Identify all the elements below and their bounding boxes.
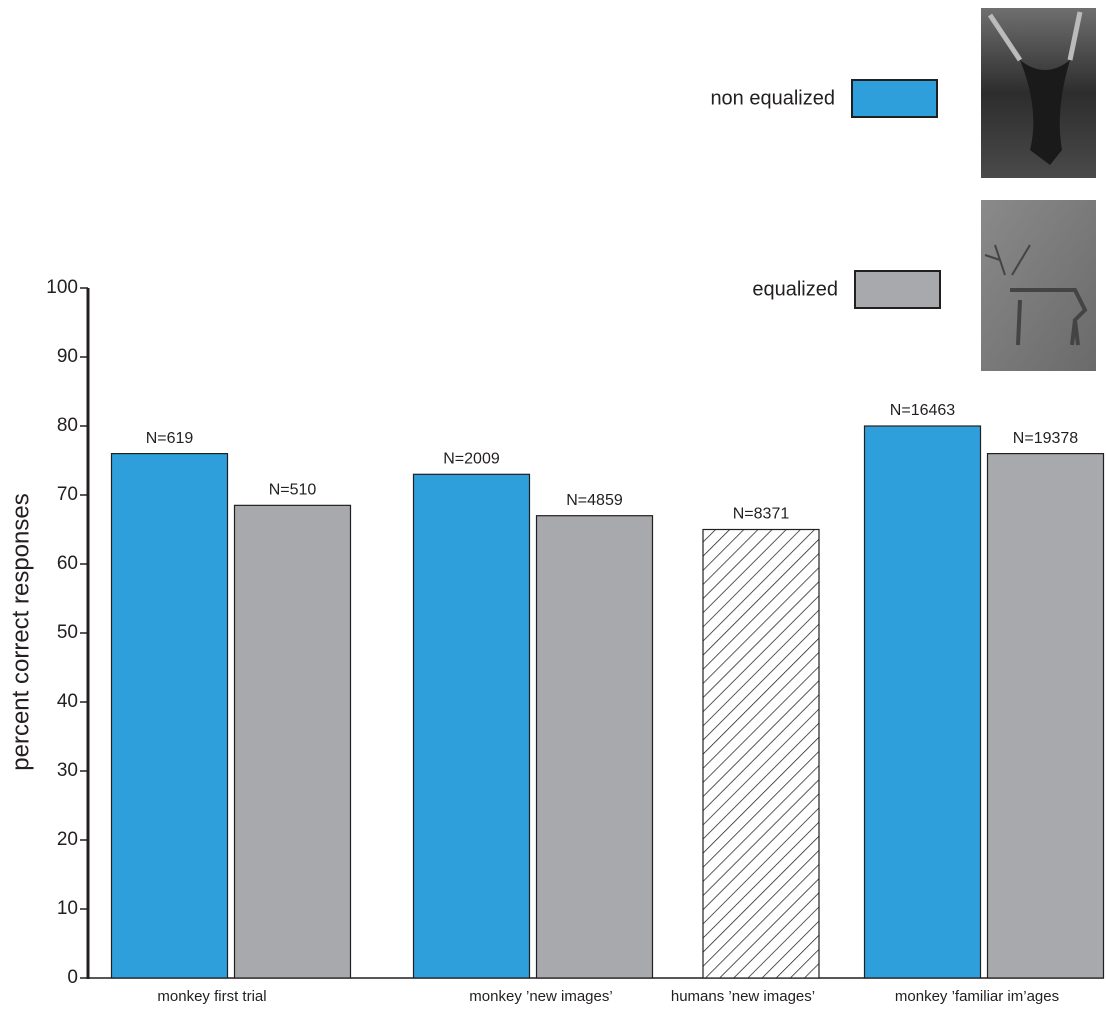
n-label: N=4859 (566, 492, 623, 509)
bar (986, 453, 1105, 979)
bar (412, 473, 531, 979)
y-tick-label: 70 (57, 484, 78, 505)
bar (110, 453, 229, 979)
bar (535, 515, 654, 979)
n-label: N=19378 (1013, 430, 1078, 447)
n-label: N=16463 (890, 402, 955, 419)
y-tick-label: 80 (57, 415, 78, 436)
y-tick-label: 40 (57, 691, 78, 712)
legend-swatch (854, 270, 941, 309)
y-tick-label: 60 (57, 553, 78, 574)
legend-label: non equalized (710, 87, 835, 109)
legend-image-antelope (981, 8, 1096, 178)
x-tick-label: humans ’new images’ (671, 988, 815, 1005)
y-tick-label: 50 (57, 622, 78, 643)
y-tick-label: 30 (57, 760, 78, 781)
bar (233, 504, 352, 979)
y-tick-label: 100 (46, 277, 78, 298)
legend-label: equalized (752, 278, 838, 300)
y-tick-label: 20 (57, 829, 78, 850)
y-axis-label: percent correct responses (7, 493, 34, 770)
bar (863, 425, 982, 979)
legend-swatch (851, 79, 938, 118)
n-label: N=2009 (443, 451, 500, 468)
legend-image-deer (981, 200, 1096, 371)
n-label: N=619 (146, 430, 194, 447)
x-tick-label: monkey first trial (157, 988, 266, 1005)
y-tick-label: 10 (57, 898, 78, 919)
x-tick-label: monkey ’familiar im’ages (895, 988, 1059, 1005)
x-tick-label: monkey ’new images’ (469, 988, 612, 1005)
bar (702, 528, 820, 979)
y-tick-label: 90 (57, 346, 78, 367)
n-label: N=8371 (733, 506, 790, 523)
n-label: N=510 (269, 482, 317, 499)
y-tick-label: 0 (67, 967, 78, 988)
